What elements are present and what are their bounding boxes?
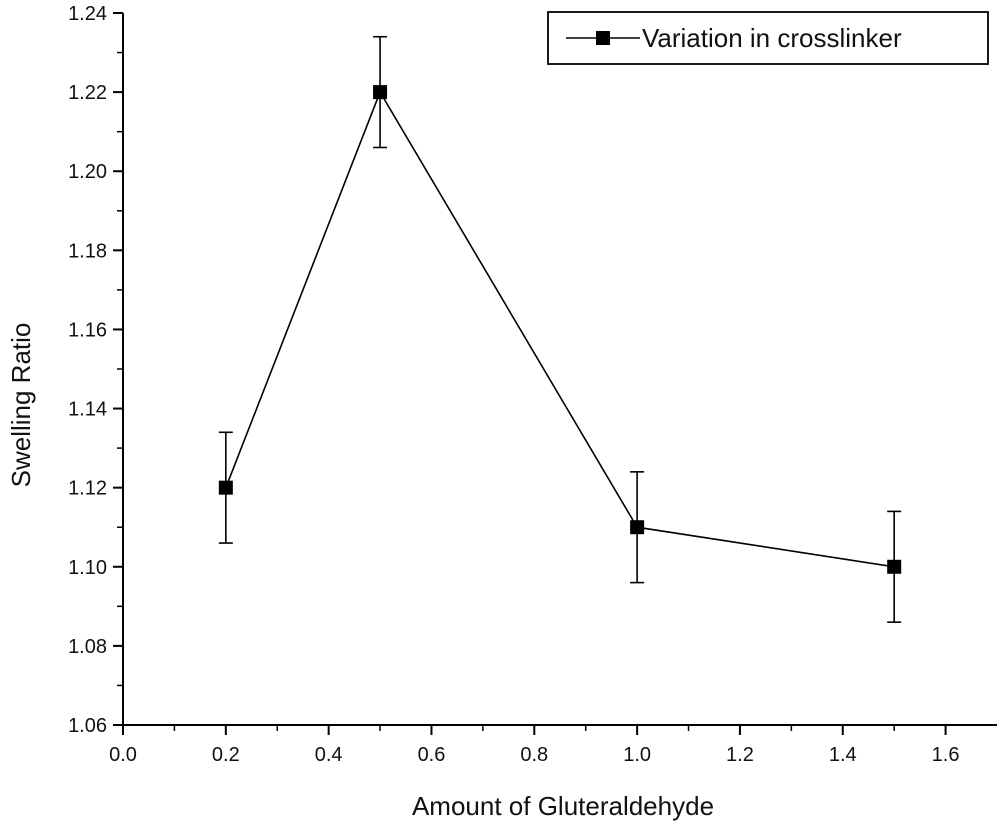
series-line <box>225 90 895 568</box>
x-tick-label: 1.0 <box>623 744 651 766</box>
legend: Variation in crosslinker <box>547 11 989 65</box>
ticks: 0.0 0.2 0.4 0.6 0.8 1.0 1.2 1.4 1.6 1.06 1.08 1.10 1… <box>68 3 959 766</box>
y-tick-label: 1.24 <box>68 3 107 25</box>
y-tick-label: 1.06 <box>68 715 107 737</box>
y-tick-label: 1.12 <box>68 478 107 500</box>
y-tick-label: 1.20 <box>68 161 107 183</box>
data-point <box>218 480 233 495</box>
x-tick-label: 1.6 <box>932 744 960 766</box>
data-point <box>373 85 388 100</box>
x-tick-label: 1.4 <box>829 744 857 766</box>
data-point <box>630 520 645 535</box>
x-tick-label: 1.2 <box>726 744 754 766</box>
x-axis-title: Amount of Gluteraldehyde <box>412 791 714 821</box>
y-axis-title: Swelling Ratio <box>6 323 36 488</box>
data-point <box>887 559 902 574</box>
x-tick-label: 0.0 <box>109 744 137 766</box>
y-tick-label: 1.08 <box>68 636 107 658</box>
y-tick-label: 1.22 <box>68 82 107 104</box>
y-tick-label: 1.10 <box>68 557 107 579</box>
y-tick-label: 1.14 <box>68 399 107 421</box>
legend-entry-label: Variation in crosslinker <box>642 23 902 53</box>
x-tick-label: 0.2 <box>212 744 240 766</box>
y-tick-label: 1.16 <box>68 319 107 341</box>
axes <box>122 13 997 726</box>
y-tick-label: 1.18 <box>68 240 107 262</box>
x-tick-label: 0.6 <box>418 744 446 766</box>
x-tick-label: 0.4 <box>315 744 343 766</box>
series <box>218 35 902 623</box>
legend-marker-swatch <box>596 31 610 45</box>
x-tick-label: 0.8 <box>520 744 548 766</box>
